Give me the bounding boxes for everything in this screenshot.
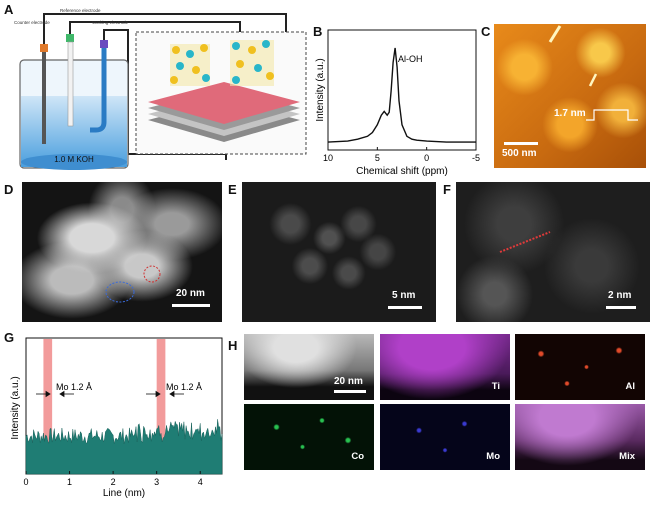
panel-label-d: D xyxy=(4,182,14,197)
panel-e-haadf-image: 5 nm xyxy=(242,182,436,322)
chart-b-xtick-label: 0 xyxy=(424,153,429,163)
map-mo: Mo xyxy=(380,404,510,470)
panel-label-e: E xyxy=(228,182,237,197)
chart-b-annotation: Al-OH xyxy=(398,54,423,64)
working-electrode-label: Working electrode xyxy=(92,20,129,25)
panel-f-scale-bar xyxy=(606,306,636,309)
map-al-label: Al xyxy=(625,381,636,392)
chart-b-series-line xyxy=(327,47,476,143)
chart-b-xtick-label: 10 xyxy=(323,153,333,163)
electrolyte-label: 1.0 M KOH xyxy=(54,155,94,164)
panel-f-haadf-image: 2 nm xyxy=(456,182,650,322)
panel-c-afm-image: 1.7 nm 500 nm xyxy=(494,24,646,168)
chart-b-xtick-label: 5 xyxy=(375,153,380,163)
panel-label-f: F xyxy=(443,182,451,197)
reference-electrode-label: Reference electrode xyxy=(60,8,101,13)
chart-g-annotation-2: Mo 1.2 Å xyxy=(166,382,202,392)
chart-b-frame xyxy=(327,29,477,151)
chart-g-xtick-label: 0 xyxy=(23,477,28,487)
chart-g-series-area xyxy=(25,419,223,475)
panel-d-scale-bar xyxy=(172,304,210,307)
chart-g-highlight-2 xyxy=(156,339,166,474)
map-ti: Ti xyxy=(380,334,510,400)
region-marker-red xyxy=(143,265,161,283)
height-profile-line xyxy=(586,109,638,121)
panel-label-h: H xyxy=(228,338,238,353)
panel-h-scale-bar xyxy=(334,390,366,393)
map-mo-label: Mo xyxy=(486,451,500,462)
lattice-measure-line xyxy=(499,231,551,253)
panel-e-scale-bar xyxy=(388,306,422,309)
map-al: Al xyxy=(515,334,645,400)
panel-g-chart: 0 1 2 3 4 Mo 1.2 Å Mo 1.2 Å Line (nm) Intens… xyxy=(10,337,223,499)
panel-e-scale-label: 5 nm xyxy=(392,290,416,301)
panel-label-c: C xyxy=(481,24,491,39)
chart-b-ylabel: Intensity (a.u.) xyxy=(315,58,326,121)
panel-f-scale-label: 2 nm xyxy=(608,290,632,301)
chart-g-ylabel: Intensity (a.u.) xyxy=(10,376,21,439)
panel-c-scale-label: 500 nm xyxy=(502,148,537,159)
chart-g-xlabel: Line (nm) xyxy=(103,488,145,499)
molecular-cluster-right xyxy=(230,40,274,86)
panel-label-g: G xyxy=(4,330,15,345)
chart-g-xtick-label: 3 xyxy=(154,477,159,487)
chart-b-xtick-label: -5 xyxy=(472,153,480,163)
chart-b-xlabel: Chemical shift (ppm) xyxy=(356,166,448,177)
region-marker-blue xyxy=(105,281,135,303)
panel-d-scale-label: 20 nm xyxy=(176,288,205,299)
chart-g-annotation-1: Mo 1.2 Å xyxy=(56,382,92,392)
chart-g-xtick-label: 1 xyxy=(67,477,72,487)
map-co: Co xyxy=(244,404,374,470)
map-ti-label: Ti xyxy=(491,381,500,392)
panel-h-scale-label: 20 nm xyxy=(334,376,363,387)
chart-g-highlight-1 xyxy=(43,339,53,474)
panel-label-b: B xyxy=(313,24,323,39)
chart-g-xtick-label: 2 xyxy=(111,477,116,487)
chart-g-xtick-label: 4 xyxy=(198,477,203,487)
panel-a-schematic: Counter electrode Reference electrode Wo… xyxy=(14,8,307,170)
map-co-label: Co xyxy=(351,451,364,462)
map-mix-label: Mix xyxy=(619,451,635,462)
panel-c-scale-bar xyxy=(504,142,538,145)
counter-electrode-label: Counter electrode xyxy=(14,20,50,25)
panel-b-chart: Al-OH 10 5 0 -5 Chemical shift (ppm) Intens… xyxy=(315,29,480,177)
molecular-cluster-left xyxy=(170,44,210,86)
panel-label-a: A xyxy=(4,2,14,17)
height-label: 1.7 nm xyxy=(554,108,586,119)
panel-h-haadf-image: 20 nm xyxy=(244,334,374,400)
map-mix: Mix xyxy=(515,404,645,470)
panel-d-haadf-image: 20 nm xyxy=(22,182,222,322)
chart-g-arrows xyxy=(36,390,184,398)
